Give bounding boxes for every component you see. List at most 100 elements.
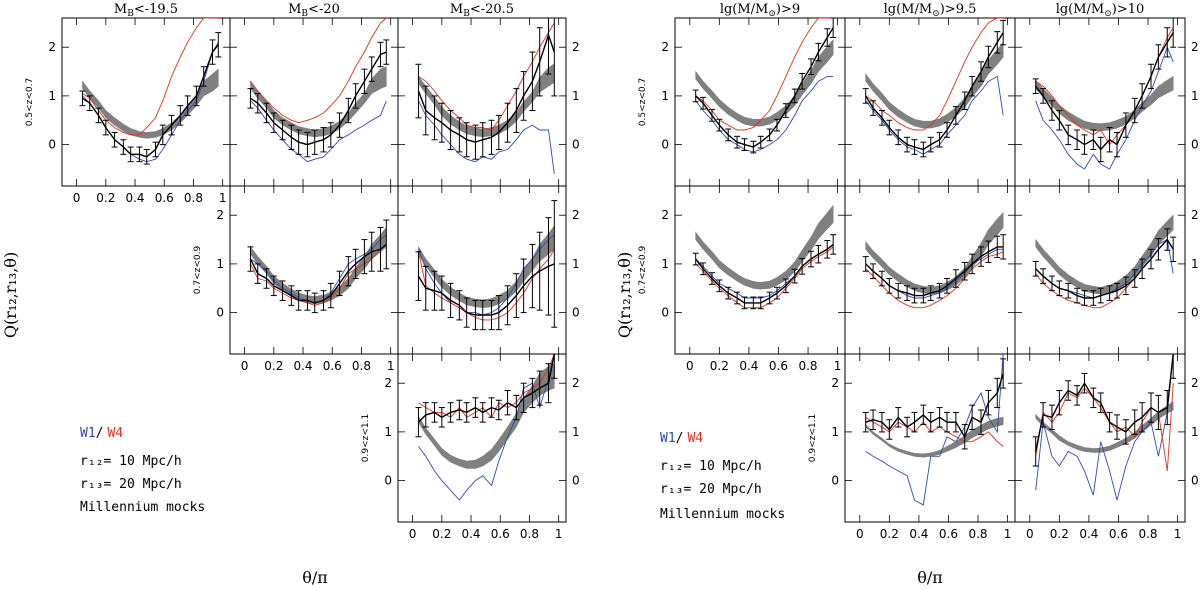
- x-tick-label: 0.4: [1079, 527, 1098, 541]
- legend-right: W1/W4 r₁₂= 10 Mpc/h r₁₃= 20 Mpc/h Millen…: [660, 431, 785, 522]
- ylabel-left: Q(r₁₂,r₁₃,θ): [1, 252, 20, 338]
- w4-line: [695, 246, 834, 309]
- mean-line: [249, 243, 387, 304]
- w1-line: [418, 100, 555, 174]
- mean-line: [695, 27, 834, 148]
- column-title: MB<-20.5: [450, 2, 514, 19]
- y-tick-label: 2: [384, 376, 392, 390]
- x-tick-label: 0.6: [1109, 527, 1128, 541]
- x-tick-label: 0.4: [293, 359, 312, 373]
- y-tick-label: 0: [661, 306, 669, 320]
- panel-frame: [844, 17, 1016, 187]
- svg-text:W1/W4: W1/W4: [80, 426, 123, 441]
- y-tick-label: 2: [661, 208, 669, 222]
- stellar-mass-panel-group: lg(M/M⊙)>9 lg(M/M⊙)>9.5 lg(M/M⊙)>100120.5<…: [638, 2, 1199, 541]
- w1-line: [1035, 45, 1174, 170]
- mean-line: [1035, 354, 1174, 452]
- y-tick-label: 1: [572, 89, 580, 103]
- x-tick-label: 0.2: [710, 359, 729, 373]
- panel-frame: [844, 353, 1016, 523]
- w4-line: [82, 18, 219, 136]
- panel-stellar-mass-r0-c2: 0 1 2: [1014, 17, 1199, 187]
- y-tick-label: 0: [572, 138, 580, 152]
- x-tick-label: 0.6: [939, 527, 958, 541]
- legend-r12: r₁₂= 10 Mpc/h: [80, 454, 182, 469]
- y-tick-label: 0: [48, 138, 56, 152]
- w1-line: [250, 234, 387, 304]
- x-tick-label: 0: [686, 359, 694, 373]
- y-tick-label: 2: [572, 376, 580, 390]
- row-label: 0.7<z<0.9: [638, 246, 648, 295]
- x-tick-label: 0: [241, 359, 249, 373]
- svg-text:W1/W4: W1/W4: [660, 431, 703, 446]
- y-tick-label: 0: [572, 474, 580, 488]
- panel-stellar-mass-r0-c1: [844, 17, 1016, 187]
- y-tick-label: 1: [572, 425, 580, 439]
- mean-line: [417, 263, 555, 316]
- y-tick-label: 1: [1191, 425, 1199, 439]
- y-tick-label: 0: [831, 474, 839, 488]
- mean-line: [418, 354, 555, 423]
- x-tick-label: 0.2: [432, 527, 451, 541]
- y-tick-label: 2: [1191, 40, 1199, 54]
- w4-line: [418, 354, 555, 419]
- panel-frame: [397, 353, 567, 523]
- w4-line: [695, 18, 834, 131]
- y-tick-label: 1: [1191, 257, 1199, 271]
- mean-line: [250, 51, 387, 146]
- column-title: lg(M/M⊙)>9.5: [884, 2, 977, 19]
- legend-r12: r₁₂= 10 Mpc/h: [660, 459, 762, 474]
- panel-luminosity-r0-c1: [229, 17, 399, 187]
- w4-line: [418, 22, 555, 131]
- w4-line: [865, 416, 1004, 447]
- xlabel-right: θ/π: [917, 568, 943, 587]
- panel-stellar-mass-r1-c0: 0 1 2 0.7<z<0.9 0 0.2 0.4 0.6 0.8 1: [638, 185, 846, 373]
- x-tick-label: 0.8: [352, 359, 371, 373]
- mean-line: [1035, 32, 1174, 151]
- y-tick-label: 1: [661, 89, 669, 103]
- x-tick-label: 0.6: [155, 191, 174, 205]
- w1-line: [418, 234, 555, 316]
- ylabel-right: Q(r₁₂,r₁₃,θ): [615, 252, 634, 338]
- panel-frame: [1014, 17, 1186, 187]
- w4-line: [250, 244, 387, 306]
- legend-mocks: Millennium mocks: [80, 500, 205, 515]
- panel-frame: [1014, 185, 1186, 355]
- mock-band: [1035, 401, 1174, 453]
- y-tick-label: 1: [661, 257, 669, 271]
- x-tick-label: 0.2: [1050, 527, 1069, 541]
- y-tick-label: 0: [1191, 306, 1199, 320]
- legend-w1: W1: [660, 431, 676, 446]
- panel-stellar-mass-r2-c1: 0 1 2 0.9<z<1.1 0 0.2 0.4 0.6 0.8 1: [808, 353, 1016, 541]
- legend-slash: /: [96, 426, 104, 441]
- mock-band: [418, 363, 555, 469]
- x-tick-label: 0.8: [968, 527, 987, 541]
- luminosity-panel-group: MB<-19.5 MB<-20 MB<-20.5 0 1 2 0.5<z<0.7 0 0.2 0.…: [25, 2, 580, 541]
- panel-frame: [674, 185, 846, 355]
- w1-line: [695, 244, 834, 299]
- mock-band: [695, 39, 834, 127]
- w4-line: [865, 251, 1004, 309]
- x-tick-label: 0.6: [769, 359, 788, 373]
- y-tick-label: 1: [1191, 89, 1199, 103]
- y-tick-label: 0: [1191, 474, 1199, 488]
- column-title: MB<-20: [288, 2, 340, 19]
- y-tick-label: 1: [384, 425, 392, 439]
- y-tick-label: 0: [572, 306, 580, 320]
- legend-mocks: Millennium mocks: [660, 507, 785, 522]
- mean-line: [82, 44, 219, 158]
- x-tick-label: 0: [856, 527, 864, 541]
- panel-luminosity-r0-c2: 0 1 2: [397, 17, 580, 187]
- column-title: MB<-19.5: [114, 2, 178, 19]
- y-tick-label: 1: [572, 257, 580, 271]
- w4-line: [1035, 383, 1174, 471]
- xlabel-left: θ/π: [302, 568, 328, 587]
- x-tick-label: 0.6: [491, 527, 510, 541]
- w1-line: [865, 75, 1004, 155]
- y-tick-label: 2: [661, 40, 669, 54]
- panel-luminosity-r1-c1: 0 1 2 0.7<z<0.9 0 0.2 0.4 0.6 0.8 1: [193, 185, 399, 373]
- w4-line: [250, 18, 387, 124]
- mock-band: [82, 68, 219, 139]
- panel-stellar-mass-r2-c2: 0 1 2 0 0.2 0.4 0.6 0.8 1: [1014, 353, 1199, 541]
